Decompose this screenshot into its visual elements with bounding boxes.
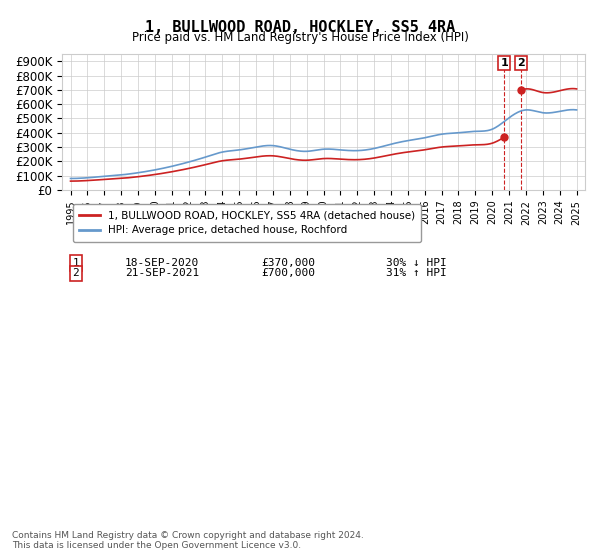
Text: Contains HM Land Registry data © Crown copyright and database right 2024.
This d: Contains HM Land Registry data © Crown c… [12, 530, 364, 550]
Text: 1: 1 [500, 58, 508, 68]
Text: 2: 2 [517, 58, 525, 68]
Text: Price paid vs. HM Land Registry's House Price Index (HPI): Price paid vs. HM Land Registry's House … [131, 31, 469, 44]
Legend: 1, BULLWOOD ROAD, HOCKLEY, SS5 4RA (detached house), HPI: Average price, detache: 1, BULLWOOD ROAD, HOCKLEY, SS5 4RA (deta… [73, 204, 421, 242]
Text: £370,000: £370,000 [261, 258, 315, 268]
Text: 18-SEP-2020: 18-SEP-2020 [125, 258, 199, 268]
Text: £700,000: £700,000 [261, 268, 315, 278]
Text: 31% ↑ HPI: 31% ↑ HPI [386, 268, 447, 278]
Text: 30% ↓ HPI: 30% ↓ HPI [386, 258, 447, 268]
Text: 21-SEP-2021: 21-SEP-2021 [125, 268, 199, 278]
Text: 1, BULLWOOD ROAD, HOCKLEY, SS5 4RA: 1, BULLWOOD ROAD, HOCKLEY, SS5 4RA [145, 20, 455, 35]
Text: 2: 2 [73, 268, 79, 278]
Text: 1: 1 [73, 258, 79, 268]
